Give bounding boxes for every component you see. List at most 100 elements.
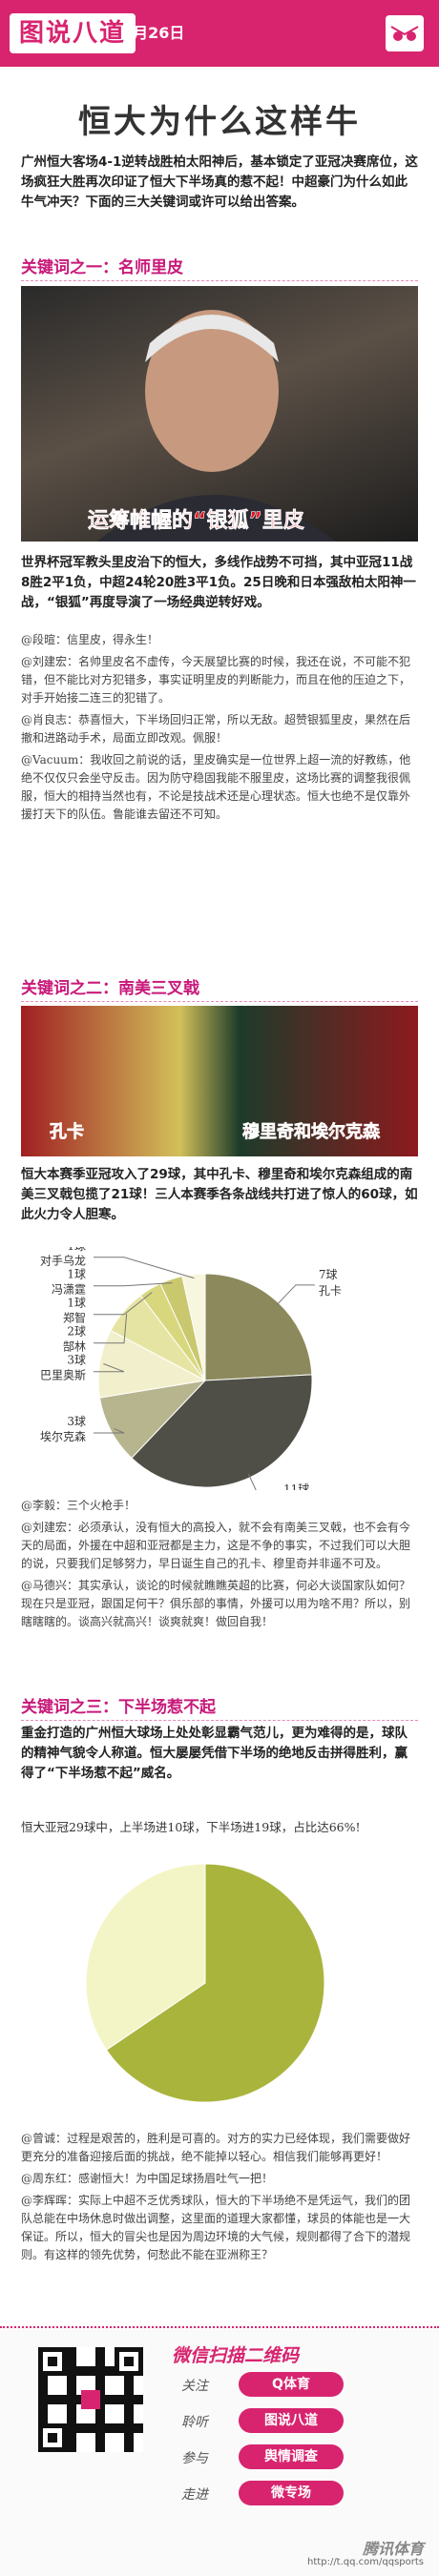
footer: 微信扫描二维码 关注 Q体育 聆听 图说八道 参与 舆情调查 走进 微专场 腾讯体育 http…: [0, 2326, 439, 2576]
photo-caption: 孔卡: [50, 1122, 85, 1143]
qr-cell: [76, 2423, 86, 2433]
qr-cell: [134, 2423, 143, 2433]
row-button: Q体育: [239, 2372, 344, 2397]
qr-cell: [67, 2347, 76, 2357]
leader-line: [94, 1282, 173, 1287]
hair-shape: [145, 315, 279, 362]
row-button: 舆情调查: [239, 2444, 344, 2469]
slice-value-label: 1球: [67, 1297, 86, 1310]
pie-slice: [204, 1273, 313, 1381]
leader-line: [275, 1284, 315, 1306]
qr-cell: [67, 2366, 76, 2376]
slice-label: 对手乌龙: [40, 1254, 86, 1268]
qr-cell: [105, 2395, 115, 2404]
row-label: 参与: [181, 2451, 208, 2466]
qr-cell: [105, 2366, 115, 2376]
row-label: 聆听: [181, 2415, 208, 2430]
leader-line: [94, 1292, 153, 1316]
slice-value-label: 1球: [67, 1268, 86, 1281]
pie-slice: [105, 1863, 325, 2103]
qr-cell: [124, 2395, 134, 2404]
photo-caption: 运筹帷幄的“银狐”里皮: [88, 509, 305, 534]
qr-cell: [124, 2414, 134, 2423]
qr-cell: [38, 2404, 48, 2414]
quote: @刘建宏：必须承认，没有恒大的高投入，就不会有南美三叉戟，也不会有今天的局面，外…: [21, 1521, 411, 1570]
paragraph: 重金打造的广州恒大球场上处处彰显霸气范儿，更为难得的是，球队的精神气貌令人称道。…: [21, 1726, 408, 1781]
slice-value-label: 11球: [283, 1482, 309, 1490]
qr-cell: [105, 2423, 115, 2433]
qr-cell: [95, 2433, 105, 2443]
slice-label: 郑智: [63, 1311, 86, 1325]
quotes: @曾诚：过程是艰苦的，胜利是可喜的。对方的实力已经体现，我们需要做好更充分的准备…: [21, 2130, 418, 2268]
slice-label: 埃尔克森: [40, 1429, 86, 1443]
quote: @Vacuum：我收回之前说的话，里皮确实是一位世界上超一流的好教练，他绝不仅仅…: [21, 753, 411, 821]
pie-chart: 7球孔卡11球穆里奇1球对手乌龙1球冯潇霆1球郑智2球郜林3球巴里奥斯3球埃尔克…: [40, 1247, 342, 1490]
pie-slice: [98, 1380, 207, 1460]
qr-cell: [67, 2433, 76, 2443]
photo: 运筹帷幄的“银狐”里皮: [21, 286, 418, 542]
quotes: @李毅：三个火枪手！ @刘建宏：必须承认，没有恒大的高投入，就不会有南美三叉戟，也…: [21, 1497, 418, 1635]
slice-label: 郜林: [63, 1340, 86, 1354]
qr-cell: [67, 2395, 76, 2404]
photo-art: [97, 310, 336, 542]
leader-line: [247, 1473, 257, 1490]
qr-cell: [95, 2366, 105, 2376]
qr-cell: [67, 2385, 76, 2395]
qr-cell: [124, 2423, 134, 2433]
qr-cell: [95, 2357, 105, 2366]
page-title: 恒大为什么这样牛: [78, 103, 361, 141]
quotes: @段暄：信里皮，得永生！ @刘建宏：名帅里皮名不虚传，今天展望比赛的时候，我还在说…: [21, 631, 418, 828]
header-bar: 图说八道 9月26日: [0, 0, 439, 67]
qr-cell: [134, 2395, 143, 2404]
intro: 广州恒大客场4-1逆转战胜柏太阳神后，基本锁定了亚冠决赛席位，这场疯狂大胜再次印…: [21, 154, 418, 210]
section-heading: 关键词之三：下半场惹不起: [21, 1693, 418, 1721]
qr-cell: [95, 2347, 105, 2357]
glasses-icon: [386, 15, 424, 51]
footer-row: 参与 舆情调查: [181, 2444, 372, 2471]
qr-cell: [48, 2395, 57, 2404]
quote: @肖良志：恭喜恒大，下半场回归正常，所以无敌。超赞银狐里皮，果然在后撤和进路动手…: [21, 713, 411, 745]
pie-slice: [97, 1329, 207, 1399]
slice-label: 孔卡: [319, 1284, 342, 1298]
quote: @马德兴：其实承认，谈论的时候就瞧瞧英超的比赛，何必大谈国家队如何？现在只是亚冠…: [21, 1579, 411, 1628]
pie-chart: [85, 1863, 325, 2103]
qr-cell: [86, 2423, 95, 2433]
brand: 腾讯体育: [362, 2540, 424, 2558]
qr-cell: [95, 2423, 105, 2433]
icon-lens: [407, 31, 416, 41]
quote: @段暄：信里皮，得永生！: [21, 633, 159, 646]
pie-slice: [85, 1863, 206, 2051]
qr-cell: [57, 2395, 67, 2404]
logo: 图说八道: [10, 13, 136, 53]
qr-cell: [38, 2385, 48, 2395]
row-label: 关注: [181, 2379, 208, 2394]
leader-line: [94, 1257, 195, 1279]
qr-cell: [124, 2443, 134, 2452]
slice-value-label: 3球: [67, 1415, 86, 1428]
footer-row: 走进 微专场: [181, 2481, 372, 2507]
slice-label: 巴里奥斯: [40, 1369, 86, 1382]
row-button: 微专场: [239, 2481, 344, 2505]
pie-slice: [181, 1273, 206, 1381]
qr-cell: [67, 2357, 76, 2366]
qr-cell: [76, 2366, 86, 2376]
quote: @周东红：感谢恒大！为中国足球扬眉吐气一把！: [21, 2172, 274, 2185]
quote: @曾诚：过程是艰苦的，胜利是可喜的。对方的实力已经体现，我们需要做好更充分的准备…: [21, 2132, 411, 2163]
slice-value-label: 7球: [319, 1268, 338, 1281]
qr-finder-core: [124, 2357, 134, 2366]
icon-lens: [393, 31, 403, 41]
date: 9月26日: [122, 24, 185, 42]
footer-row: 关注 Q体育: [181, 2372, 372, 2399]
qr-finder-core: [48, 2357, 57, 2366]
qr-cell: [115, 2423, 124, 2433]
qr-finder-core: [48, 2433, 57, 2443]
url: http://t.qq.com/qqsports: [307, 2557, 424, 2567]
slice-value-label: 3球: [67, 1354, 86, 1367]
paragraph: 世界杯冠军教头里皮治下的恒大，多线作战势不可挡，其中亚冠11战8胜2平1负，中超…: [21, 555, 416, 610]
qr-cell: [124, 2385, 134, 2395]
qr-cell: [124, 2404, 134, 2414]
body-shape: [97, 495, 336, 542]
paragraph: 恒大本赛季亚冠攻入了29球，其中孔卡、穆里奇和埃尔克森组成的南美三叉戟包揽了21…: [21, 1167, 418, 1222]
